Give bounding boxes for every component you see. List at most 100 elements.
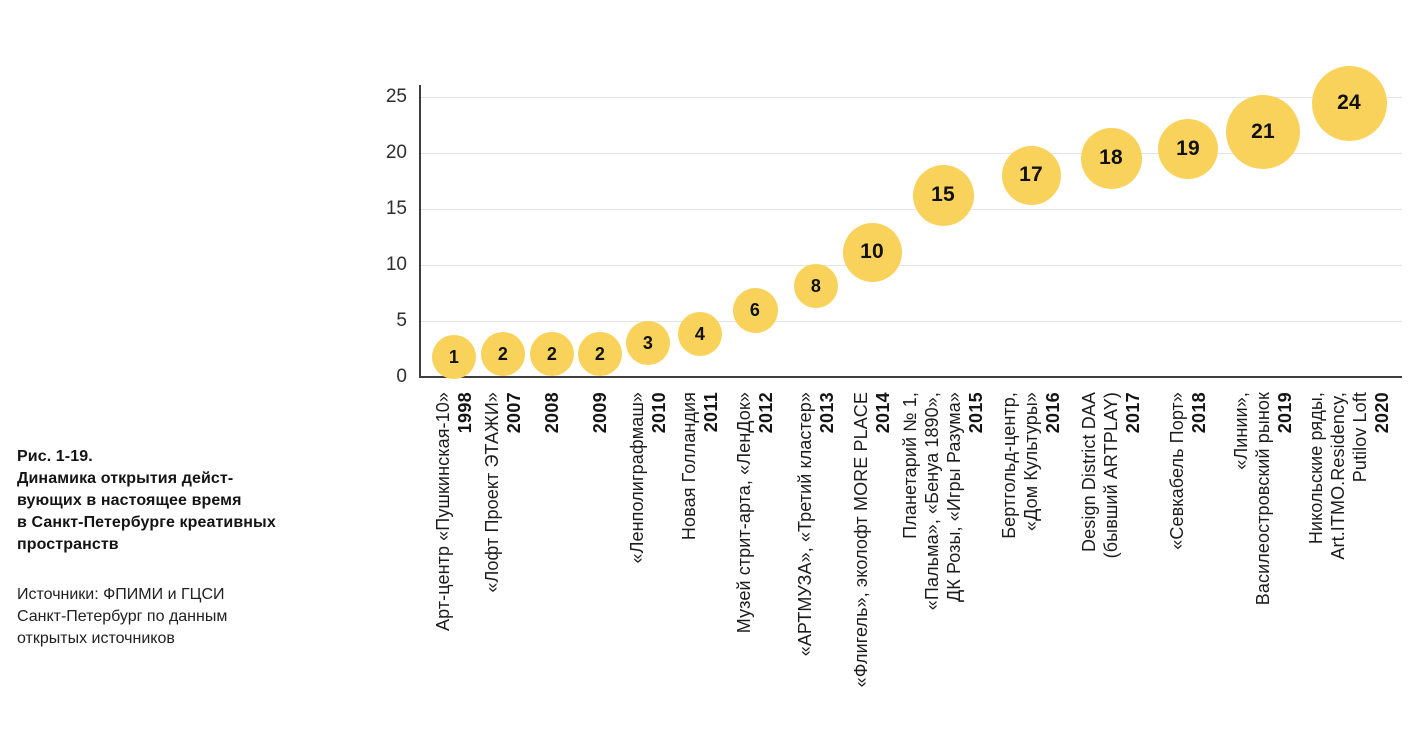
x-label-name: Музей стрит-арта, «ЛенДок» [734,392,754,634]
bubble-value: 2 [546,343,558,364]
figure-caption: Рис. 1-19. Динамика открытия дейст-вующи… [17,446,357,650]
x-axis [419,376,1402,378]
x-label: Design District DAA (бывший ARTPLAY) 2017 [1078,392,1144,722]
gridline [421,265,1402,266]
x-label-year: 1998 [455,392,475,434]
figure-title: Динамика открытия дейст-вующих в настоящ… [17,468,357,556]
x-label-name: Василеостровский рынок [1253,392,1273,606]
figure-number: Рис. 1-19. [17,448,93,465]
bubble-value: 15 [931,183,955,206]
x-label: «Флигель», эколофт MORE PLACE 2014 [850,392,894,722]
x-label-year: 2019 [1275,392,1295,434]
x-label: Новая Голландия 2011 [678,392,722,722]
figure-title-line: в Санкт-Петербурге креативных [17,514,276,531]
bubble: 2 [481,332,525,376]
x-label-year: 2007 [504,392,524,434]
bubble: 8 [794,264,838,308]
x-label-year: 2017 [1123,392,1143,434]
x-label-year: 2009 [590,392,610,434]
x-label-name: «Пальма», «Бенуа 1890», [922,392,942,611]
x-label: «АРТМУЗА», «Третий кластер» 2013 [794,392,838,722]
x-label-name: «Дом Культуры» [1021,392,1041,531]
x-label: Музей стрит-арта, «ЛенДок» 2012 [733,392,777,722]
x-label: «Лофт Проект ЭТАЖИ» 2007 [481,392,525,722]
figure-sources-line: Санкт-Петербург по данным [17,608,228,625]
bubble: 24 [1311,65,1387,141]
bubble-value: 2 [497,343,509,364]
x-label-year: 2011 [701,392,721,433]
bubble-value: 6 [749,299,761,320]
figure-sources-line: Источники: ФПИМИ и ГЦСИ [17,586,225,603]
bubble: 6 [732,287,778,333]
bubble-value: 18 [1099,146,1123,169]
x-label: Арт-центр «Пушкинская-10» 1998 [432,392,476,722]
bubble-value: 2 [594,343,606,364]
x-label-year: 2008 [542,392,562,434]
bubble-value: 21 [1251,120,1275,143]
x-label-name: Новая Голландия [679,392,699,541]
bubble-value: 8 [810,275,822,296]
x-label: Планетарий № 1, «Пальма», «Бенуа 1890», ДК… [899,392,987,722]
x-label-year: 2018 [1189,392,1209,434]
x-label: «Севкабель Порт» 2018 [1166,392,1210,722]
x-label-name: Design District DAA [1079,392,1099,552]
x-label-year: 2015 [966,392,986,434]
x-label-name: (бывший ARTPLAY) [1101,392,1121,559]
bubble-value: 19 [1176,137,1200,160]
bubble: 17 [1001,145,1061,205]
gridline [421,209,1402,210]
x-label-name: «АРТМУЗА», «Третий кластер» [795,392,815,657]
bubble: 18 [1080,127,1142,189]
x-label-name: ДК Розы, «Игры Разума» [944,392,964,603]
x-label-name: «Лофт Проект ЭТАЖИ» [482,392,502,593]
x-label-year: 2013 [817,392,837,434]
bubble: 1 [432,335,476,379]
x-label-name: «Ленполиграфмаш» [627,392,647,564]
bubble: 3 [626,321,670,365]
bubble: 15 [912,164,974,226]
x-label: 2009 [589,392,611,722]
y-tick-label: 15 [385,198,407,219]
bubble: 2 [530,332,574,376]
gridline [421,153,1402,154]
bubble-value: 17 [1019,163,1043,186]
x-label-name: «Севкабель Порт» [1167,392,1187,550]
bubble-value: 10 [860,240,884,263]
x-label-name: Планетарий № 1, [900,392,920,539]
x-label-name: Putilov Loft [1350,392,1370,483]
x-label-name: Бертгольд-центр, [999,392,1019,539]
figure-title-line: вующих в настоящее время [17,492,242,509]
y-tick-label: 10 [385,254,407,275]
figure-title-line: Динамика открытия дейст- [17,470,234,487]
y-axis [419,85,421,378]
x-label-name: «Линии», [1231,392,1251,470]
x-label-name: Арт-центр «Пушкинская-10» [433,392,453,631]
x-label: Бертгольд-центр, «Дом Культуры» 2016 [998,392,1064,722]
x-label: 2008 [541,392,563,722]
x-label-year: 2014 [873,392,893,434]
x-label-name: Art.ITMO.Residency, [1328,392,1348,560]
bubble-value: 1 [448,346,460,367]
gridline [421,97,1402,98]
x-label: «Линии», Василеостровский рынок 2019 [1230,392,1296,722]
x-label-name: «Флигель», эколофт MORE PLACE [851,392,871,688]
bubble: 21 [1226,95,1300,169]
bubble-value: 24 [1337,91,1361,114]
gridline [421,321,1402,322]
bubble: 2 [578,332,622,376]
x-label-year: 2012 [756,392,776,434]
bubble-value: 4 [694,323,706,344]
bubble-value: 3 [642,332,654,353]
x-label-name: Никольские ряды, [1306,392,1326,545]
x-label-year: 2020 [1372,392,1392,434]
y-tick-label: 20 [385,142,407,163]
figure-sources: Источники: ФПИМИ и ГЦСИ Санкт-Петербург п… [17,584,357,650]
figure-title-line: пространств [17,536,119,553]
bubble: 10 [842,222,902,282]
x-label: Никольские ряды, Art.ITMO.Residency, Putil… [1305,392,1393,722]
bubble: 19 [1158,119,1218,179]
x-label-year: 2010 [649,392,669,434]
x-label: «Ленполиграфмаш» 2010 [626,392,670,722]
x-label-year: 2016 [1043,392,1063,434]
